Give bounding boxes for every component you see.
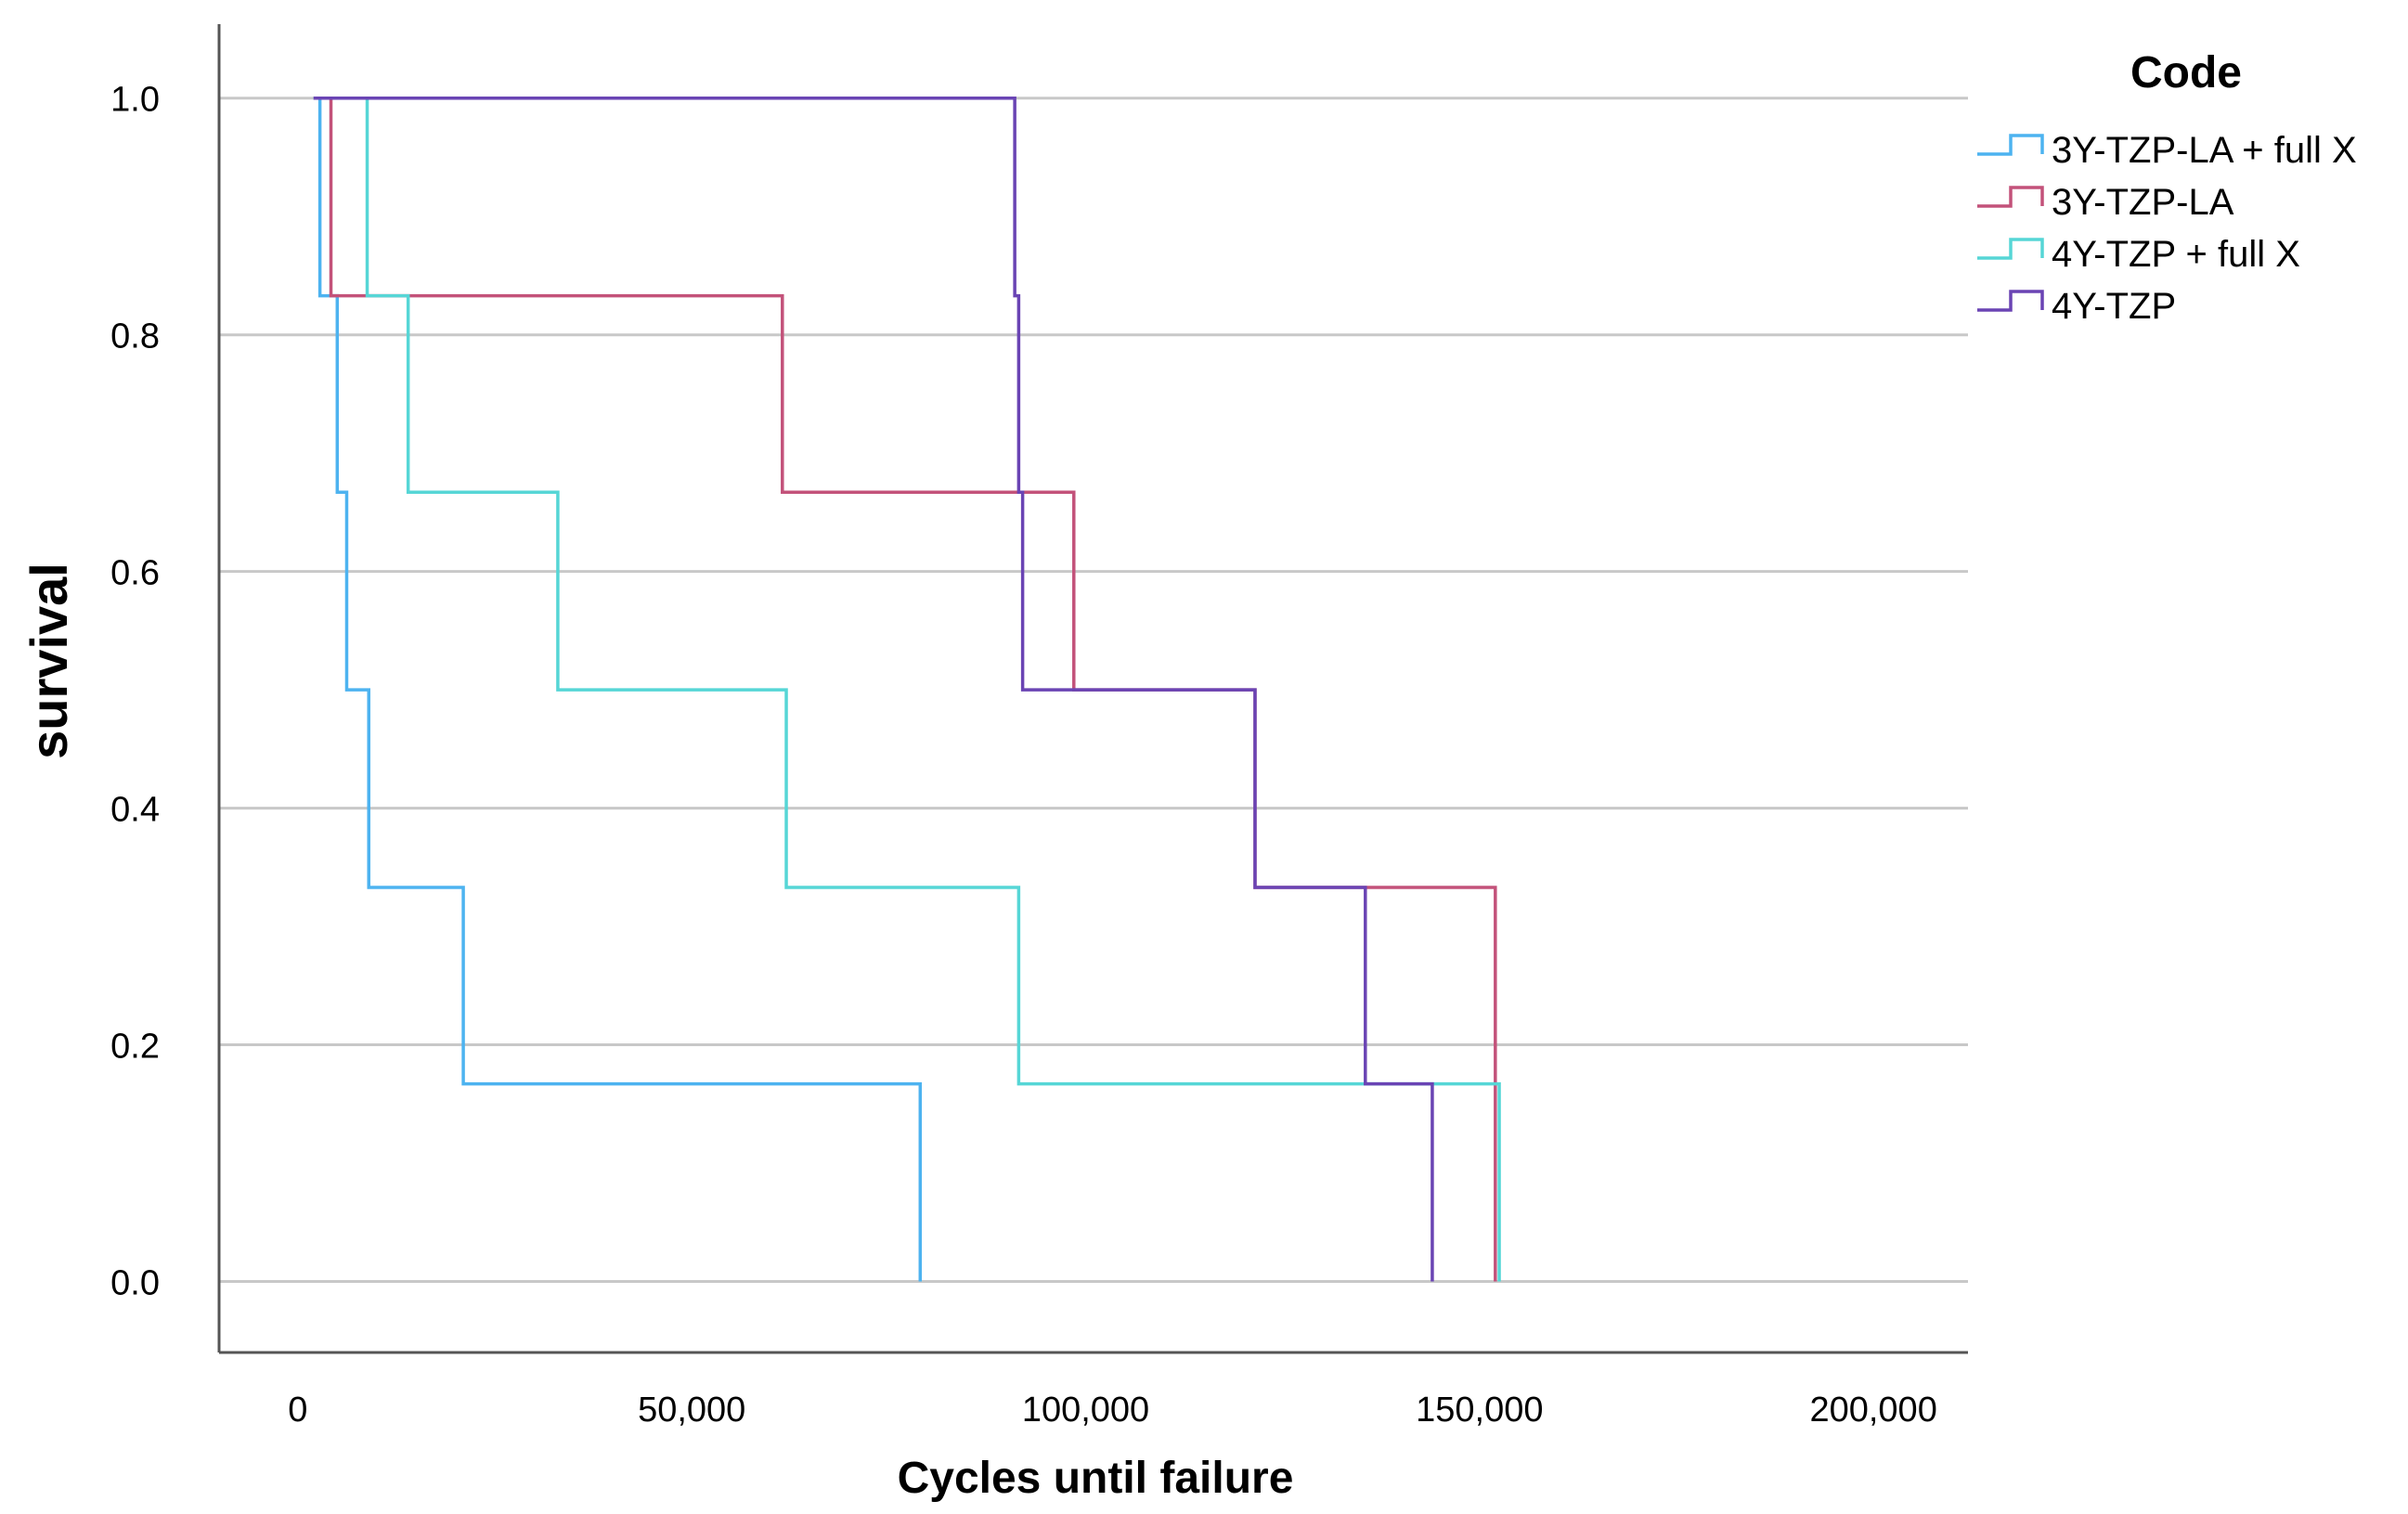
y-tick-label: 1.0 [110, 81, 160, 120]
y-axis-title: survival [19, 563, 78, 759]
legend-swatch [1977, 186, 2044, 208]
legend-swatch [1977, 290, 2044, 312]
legend-swatch [1977, 134, 2044, 156]
legend: Code 3Y-TZP-LA + full X 3Y-TZP-LA 4Y-TZP +… [1977, 48, 2357, 327]
y-tick-label: 0.6 [110, 554, 160, 593]
y-tick-label: 0.4 [110, 791, 160, 830]
series-layer [313, 96, 1501, 1282]
y-tick-label: 0.0 [110, 1264, 160, 1303]
series-line [313, 96, 1497, 1282]
legend-item-label: 3Y-TZP-LA + full X [2052, 130, 2357, 171]
y-tick-label: 0.8 [110, 317, 160, 356]
legend-title: Code [2130, 48, 2242, 97]
ticks-layer: 0.0 0.2 0.4 0.6 0.8 1.0 0 50,000 100,000 150,000 2… [110, 81, 1937, 1430]
y-tick-label: 0.2 [110, 1028, 160, 1067]
series-line [313, 96, 923, 1282]
legend-item-label: 3Y-TZP-LA [2052, 182, 2234, 223]
x-axis-title: Cycles until failure [898, 1454, 1294, 1503]
legend-item-label: 4Y-TZP + full X [2052, 234, 2300, 275]
legend-item-label: 4Y-TZP [2052, 286, 2176, 327]
legend-swatch [1977, 238, 2044, 260]
x-tick-label: 150,000 [1416, 1391, 1543, 1430]
series-line [313, 96, 1434, 1282]
x-tick-label: 50,000 [638, 1391, 745, 1430]
x-tick-label: 200,000 [1809, 1391, 1936, 1430]
x-tick-label: 100,000 [1022, 1391, 1149, 1430]
x-tick-label: 0 [288, 1391, 307, 1430]
axes-layer [217, 24, 1968, 1354]
series-line [313, 96, 1501, 1282]
